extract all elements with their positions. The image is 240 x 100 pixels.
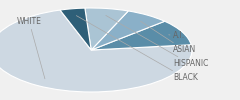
Text: WHITE: WHITE	[17, 18, 45, 79]
Text: HISPANIC: HISPANIC	[106, 15, 208, 68]
Text: BLACK: BLACK	[76, 16, 198, 82]
Text: ASIAN: ASIAN	[141, 21, 196, 54]
Wedge shape	[85, 8, 128, 50]
Wedge shape	[91, 21, 191, 50]
Wedge shape	[0, 10, 192, 92]
Wedge shape	[91, 11, 165, 50]
Text: A.I.: A.I.	[169, 32, 185, 40]
Wedge shape	[60, 8, 91, 50]
